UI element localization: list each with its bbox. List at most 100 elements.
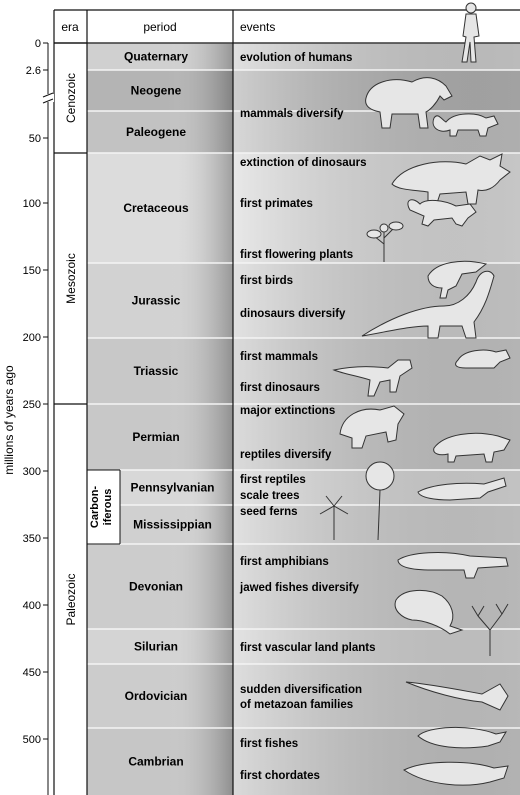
event-label: first fishes: [240, 738, 298, 750]
period-cell-shade: [87, 338, 233, 404]
header-row: era period events: [54, 9, 520, 43]
period-cell-shade: [87, 70, 233, 111]
therapsid-icon: [339, 405, 405, 449]
event-label: of metazoan families: [240, 699, 353, 711]
event-label: first birds: [240, 275, 293, 287]
axis-tick-label: 300: [23, 466, 41, 478]
event-label: jawed fishes diversify: [239, 582, 359, 594]
era-label-paleozoic: Paleozoic: [64, 573, 78, 625]
event-label: first amphibians: [240, 556, 329, 568]
event-label: first dinosaurs: [240, 382, 320, 394]
header-events: events: [240, 20, 275, 34]
era-cell: [54, 404, 87, 795]
period-label-ordovician: Ordovician: [125, 689, 188, 703]
scale-tree-icon: [365, 461, 395, 541]
axis-tick-label: 200: [23, 332, 41, 344]
bird-icon: [427, 260, 488, 299]
amphibian-icon: [397, 552, 509, 579]
period-cell-shade: [87, 263, 233, 338]
period-cell-shade: [87, 111, 233, 153]
event-label: sudden diversification: [240, 684, 362, 696]
triceratops-icon: [391, 153, 511, 207]
period-cell-shade: [87, 43, 233, 70]
period-label-permian: Permian: [132, 430, 179, 444]
period-label-mississippian: Mississippian: [133, 518, 212, 532]
era-cell: [54, 43, 87, 153]
early-dinosaur-icon: [332, 359, 413, 397]
period-label-paleogene: Paleogene: [126, 125, 186, 139]
axis-tick-label: 150: [23, 265, 41, 277]
period-cell-shade: [87, 728, 233, 795]
axis-tick-label: 2.6: [26, 65, 41, 77]
seed-fern-icon: [319, 495, 349, 540]
period-cell-shade: [87, 404, 233, 470]
event-band-shade: [233, 629, 520, 664]
early-fish-icon: [417, 727, 508, 749]
early-mammal-icon: [455, 349, 511, 369]
event-label: first vascular land plants: [240, 642, 376, 654]
era-column: Cenozoic Mesozoic Paleozoic: [54, 42, 520, 795]
axis-tick-label: 400: [23, 600, 41, 612]
period-cell-shade: [87, 544, 233, 629]
illustrations: [319, 2, 511, 786]
chordate-icon: [403, 761, 509, 786]
period-label-neogene: Neogene: [131, 84, 182, 98]
event-label: first chordates: [240, 770, 320, 782]
period-cell-shade: [87, 664, 233, 728]
jawed-fish-icon: [394, 590, 464, 635]
period-bands: [87, 42, 520, 795]
period-cell-shade: [87, 153, 233, 263]
event-band-shade: [233, 505, 520, 544]
event-label: mammals diversify: [240, 108, 344, 120]
flowering-plant-icon: [366, 221, 404, 262]
axis-tick-label: 100: [23, 198, 41, 210]
subera-carboniferous: Carbon-iferous: [87, 469, 121, 545]
nautiloid-icon: [405, 681, 509, 711]
axis-tick-label: 0: [35, 38, 41, 50]
primate-icon: [407, 199, 477, 227]
small-mammal-icon: [432, 113, 499, 137]
sauropod-icon: [361, 270, 495, 339]
event-label: first mammals: [240, 351, 318, 363]
vascular-plant-icon: [471, 603, 509, 656]
period-label-devonian: Devonian: [129, 580, 183, 594]
header-era: era: [61, 20, 79, 34]
period-label-cretaceous: Cretaceous: [123, 201, 189, 215]
event-label: evolution of humans: [240, 52, 352, 64]
period-cell-shade: [120, 505, 233, 544]
era-cell: [54, 153, 87, 404]
reptile-icon: [417, 477, 507, 501]
event-label: first reptiles: [240, 474, 306, 486]
subera-label: iferous: [102, 489, 114, 526]
axis-tick-label: 250: [23, 399, 41, 411]
event-label: reptiles diversify: [240, 449, 332, 461]
event-label: scale trees: [240, 490, 299, 502]
axis-tick-label: 350: [23, 533, 41, 545]
period-label-cambrian: Cambrian: [128, 755, 183, 769]
event-label: extinction of dinosaurs: [240, 157, 367, 169]
event-label: first flowering plants: [240, 249, 353, 261]
axis-title: millions of years ago: [2, 365, 16, 475]
header-period: period: [143, 20, 176, 34]
time-axis: millions of years ago 0 2.6 50 100 150 200 250…: [2, 38, 54, 795]
period-label-triassic: Triassic: [134, 364, 179, 378]
period-label-jurassic: Jurassic: [132, 294, 181, 308]
spiny-reptile-icon: [433, 432, 511, 463]
subera-cell: [87, 470, 120, 544]
event-label: first primates: [240, 198, 313, 210]
event-label: major extinctions: [240, 405, 335, 417]
period-label-silurian: Silurian: [134, 640, 178, 654]
event-labels: evolution of humans mammals diversify exti…: [239, 52, 376, 782]
column-lines: [53, 10, 234, 795]
period-cell-shade: [120, 470, 233, 505]
era-label-cenozoic: Cenozoic: [64, 73, 78, 123]
event-label: seed ferns: [240, 506, 298, 518]
period-labels: Quaternary Neogene Paleogene Cretaceous Jura…: [123, 50, 214, 769]
era-label-mesozoic: Mesozoic: [64, 253, 78, 304]
event-label: dinosaurs diversify: [240, 308, 346, 320]
subera-label: Carbon-: [89, 486, 101, 529]
axis-tick-label: 500: [23, 734, 41, 746]
mammal-icon: [365, 77, 453, 129]
axis-break-icon: [42, 92, 54, 104]
